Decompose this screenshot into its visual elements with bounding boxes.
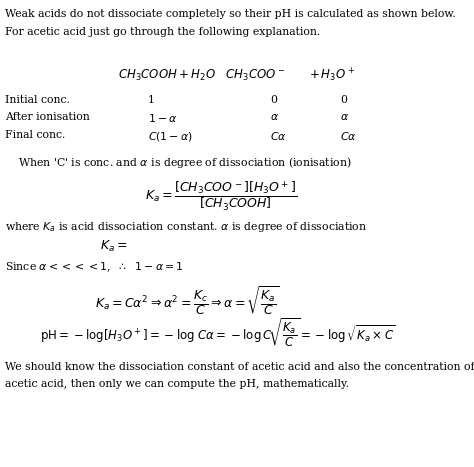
- Text: $\mathrm{pH} = -\log [H_3O^+] = -\log\, C\alpha = -\log C\!\sqrt{\dfrac{K_a}{C}}: $\mathrm{pH} = -\log [H_3O^+] = -\log\, …: [40, 317, 396, 349]
- Text: We should know the dissociation constant of acetic acid and also the concentrati: We should know the dissociation constant…: [5, 362, 474, 372]
- Text: $C(1 - \alpha)$: $C(1 - \alpha)$: [148, 130, 192, 143]
- Text: $\alpha$: $\alpha$: [340, 112, 349, 122]
- Text: After ionisation: After ionisation: [5, 112, 90, 122]
- Text: $K_a =$: $K_a =$: [100, 239, 128, 254]
- Text: 0: 0: [340, 95, 347, 105]
- Text: $K_a = \dfrac{[CH_3COO^-][H_3O^+]}{[CH_3COOH]}$: $K_a = \dfrac{[CH_3COO^-][H_3O^+]}{[CH_3…: [145, 180, 297, 213]
- Text: acetic acid, then only we can compute the pH, mathematically.: acetic acid, then only we can compute th…: [5, 379, 349, 389]
- Text: Weak acids do not dissociate completely so their pH is calculated as shown below: Weak acids do not dissociate completely …: [5, 9, 456, 19]
- Text: $K_a = C\alpha^2 \Rightarrow \alpha^2 = \dfrac{K_c}{C} \Rightarrow \alpha = \sqr: $K_a = C\alpha^2 \Rightarrow \alpha^2 = …: [95, 284, 280, 317]
- Text: Initial conc.: Initial conc.: [5, 95, 70, 105]
- Text: $\mathit{CH_3COOH + H_2O} \quad \mathit{CH_3COO^-} \qquad \mathit{+ \, H_3O^+}$: $\mathit{CH_3COOH + H_2O} \quad \mathit{…: [118, 67, 356, 85]
- Text: $C\alpha$: $C\alpha$: [340, 130, 356, 142]
- Text: where $K_a$ is acid dissociation constant. $\alpha$ is degree of dissociation: where $K_a$ is acid dissociation constan…: [5, 220, 367, 234]
- Text: For acetic acid just go through the following explanation.: For acetic acid just go through the foll…: [5, 27, 320, 37]
- Text: $\alpha$: $\alpha$: [270, 112, 279, 122]
- Text: Since $\alpha < < < < 1$,  $\therefore$  $1 - \alpha = 1$: Since $\alpha < < < < 1$, $\therefore$ $…: [5, 260, 183, 274]
- Text: 0: 0: [270, 95, 277, 105]
- Text: 1: 1: [148, 95, 155, 105]
- Text: When 'C' is conc. and $\alpha$ is degree of dissociation (ionisation): When 'C' is conc. and $\alpha$ is degree…: [18, 155, 352, 170]
- Text: $1 - \alpha$: $1 - \alpha$: [148, 112, 177, 124]
- Text: $C\alpha$: $C\alpha$: [270, 130, 287, 142]
- Text: Final conc.: Final conc.: [5, 130, 65, 140]
